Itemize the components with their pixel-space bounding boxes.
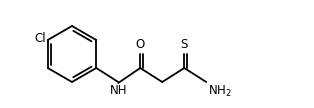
Text: Cl: Cl: [34, 33, 46, 45]
Text: NH: NH: [110, 84, 127, 97]
Text: S: S: [181, 38, 188, 51]
Text: O: O: [136, 38, 145, 51]
Text: NH$_2$: NH$_2$: [208, 84, 232, 99]
